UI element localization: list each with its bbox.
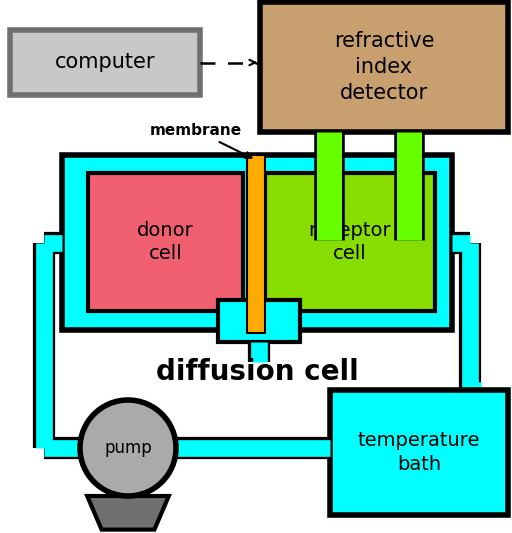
Bar — [10, 30, 200, 95]
Text: donor
cell: donor cell — [137, 221, 194, 263]
Text: refractive
index
detector: refractive index detector — [334, 30, 434, 103]
Text: temperature
bath: temperature bath — [358, 431, 480, 474]
Bar — [247, 155, 265, 333]
Text: pump: pump — [104, 439, 152, 457]
Text: computer: computer — [55, 52, 155, 72]
Bar — [88, 173, 243, 311]
Text: membrane: membrane — [150, 123, 251, 158]
Bar — [260, 2, 508, 132]
Text: receptor
cell: receptor cell — [309, 221, 391, 263]
Bar — [62, 155, 452, 330]
Circle shape — [80, 400, 176, 496]
Bar — [265, 173, 435, 311]
Bar — [330, 390, 508, 515]
Text: diffusion cell: diffusion cell — [156, 358, 358, 386]
Polygon shape — [87, 496, 169, 530]
Bar — [218, 300, 300, 342]
